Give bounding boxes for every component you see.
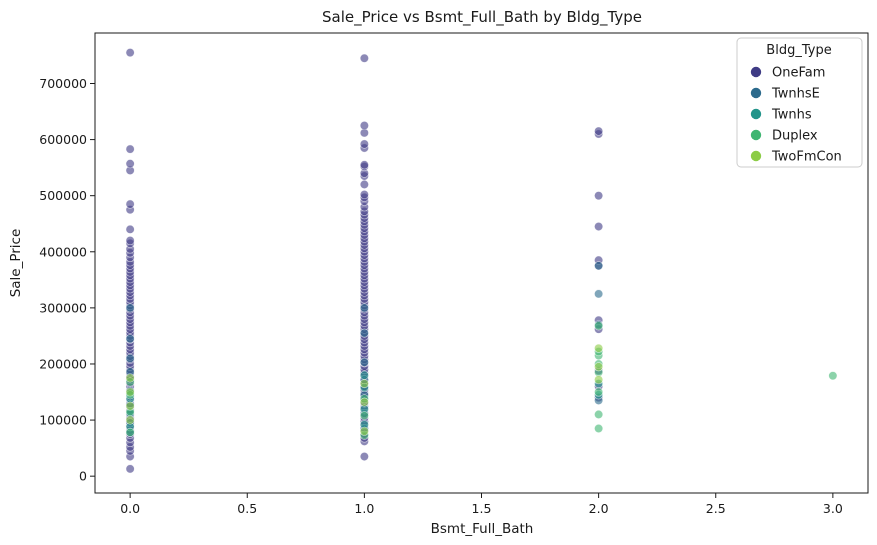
data-point-twnhse <box>359 303 369 313</box>
x-tick-label: 1.0 <box>354 501 374 516</box>
data-point-onefam <box>125 224 135 234</box>
data-point-duplex <box>125 427 135 437</box>
data-point-onefam <box>359 160 369 170</box>
data-point-duplex <box>359 411 369 421</box>
data-point-twnhse <box>125 334 135 344</box>
x-tick-label: 0.5 <box>237 501 257 516</box>
legend-label: OneFam <box>772 66 825 81</box>
data-point-twofmcon <box>125 387 135 397</box>
data-point-onefam <box>125 236 135 246</box>
data-point-twofmcon <box>594 375 604 385</box>
data-point-onefam <box>125 144 135 154</box>
legend-label: TwoFmCon <box>771 150 842 165</box>
data-point-onefam <box>359 121 369 131</box>
legend: Bldg_Type OneFam TwnhsE Twnhs Duplex TwoFmCo… <box>736 37 863 168</box>
legend-marker <box>750 129 762 141</box>
data-point-onefam <box>359 53 369 63</box>
data-point-onefam <box>594 222 604 232</box>
x-axis-title: Bsmt_Full_Bath <box>431 521 534 537</box>
data-point-twnhse <box>125 353 135 363</box>
data-point-twnhse <box>594 289 604 299</box>
y-tick-label: 100000 <box>39 413 87 428</box>
data-point-duplex <box>594 321 604 331</box>
data-point-twofmcon <box>125 415 135 425</box>
data-point-onefam <box>125 159 135 169</box>
y-tick-label: 500000 <box>39 188 87 203</box>
legend-title: Bldg_Type <box>766 43 831 58</box>
x-tick-label: 0.0 <box>120 501 140 516</box>
data-point-twofmcon <box>125 401 135 411</box>
y-axis-title: Sale_Price <box>8 229 24 298</box>
data-point-onefam <box>359 179 369 189</box>
legend-box <box>736 37 863 168</box>
scatter-points <box>125 48 838 474</box>
data-point-onefam <box>125 48 135 58</box>
x-tick-label: 2.0 <box>589 501 609 516</box>
data-point-twnhse <box>594 261 604 271</box>
data-point-onefam <box>594 126 604 136</box>
data-point-onefam <box>359 139 369 149</box>
data-point-duplex <box>594 423 604 433</box>
legend-label: Twnhs <box>771 108 812 123</box>
data-point-onefam <box>125 464 135 474</box>
data-point-twofmcon <box>594 362 604 372</box>
data-point-twnhse <box>125 303 135 313</box>
legend-items: OneFam TwnhsE Twnhs Duplex TwoFmCon <box>750 66 842 165</box>
legend-marker <box>750 108 762 120</box>
y-tick-label: 300000 <box>39 300 87 315</box>
data-point-duplex <box>594 387 604 397</box>
legend-marker <box>750 87 762 99</box>
data-point-twofmcon <box>594 343 604 353</box>
data-point-onefam <box>125 199 135 209</box>
data-point-twofmcon <box>359 397 369 407</box>
legend-label: Duplex <box>772 129 818 144</box>
chart-title: Sale_Price vs Bsmt_Full_Bath by Bldg_Typ… <box>322 8 642 27</box>
y-tick-label: 0 <box>79 469 87 484</box>
data-point-twnhse <box>359 357 369 367</box>
data-point-duplex <box>828 371 838 381</box>
y-tick-label: 200000 <box>39 356 87 371</box>
data-point-twnhs <box>359 370 369 380</box>
y-axis: 0 100000 200000 300000 400000 500000 600000 700… <box>39 76 95 484</box>
data-point-onefam <box>359 190 369 200</box>
y-tick-label: 600000 <box>39 132 87 147</box>
data-point-twofmcon <box>125 373 135 383</box>
data-point-twnhse <box>359 328 369 338</box>
data-point-twofmcon <box>359 426 369 436</box>
data-point-duplex <box>594 409 604 419</box>
x-tick-label: 2.5 <box>706 501 726 516</box>
legend-marker <box>750 150 762 162</box>
y-tick-label: 400000 <box>39 244 87 259</box>
x-axis: 0.0 0.5 1.0 1.5 2.0 2.5 3.0 <box>120 493 843 516</box>
data-point-onefam <box>359 452 369 462</box>
legend-marker <box>750 66 762 78</box>
legend-label: TwnhsE <box>771 87 820 102</box>
x-tick-label: 3.0 <box>823 501 843 516</box>
x-tick-label: 1.5 <box>472 501 492 516</box>
data-point-twofmcon <box>359 379 369 389</box>
y-tick-label: 700000 <box>39 76 87 91</box>
data-point-onefam <box>594 191 604 201</box>
